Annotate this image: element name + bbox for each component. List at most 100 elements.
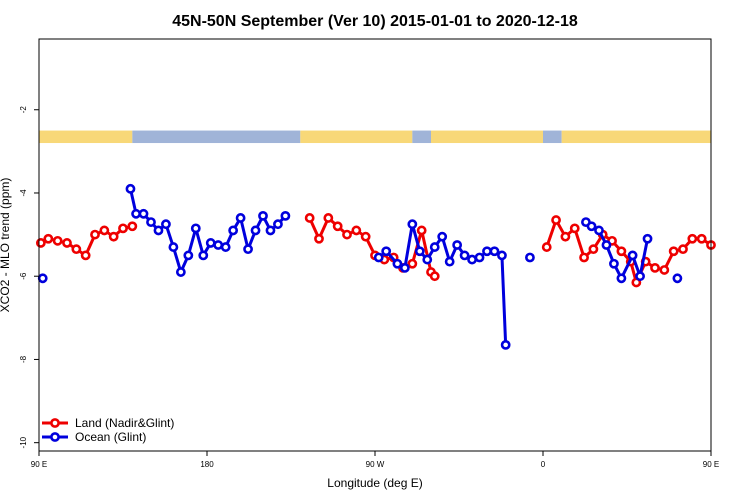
data-point	[414, 246, 425, 257]
legend-label: Land (Nadir&Glint)	[75, 416, 174, 430]
data-point	[500, 339, 511, 350]
series-layer	[35, 183, 716, 350]
data-point	[304, 213, 315, 223]
data-point	[273, 219, 283, 230]
data-point	[146, 217, 156, 228]
data-point	[90, 229, 100, 240]
y-axis-label: XCO2 - MLO trend (ppm)	[0, 178, 12, 313]
data-point	[635, 271, 645, 282]
data-point	[342, 229, 352, 240]
data-point	[314, 233, 324, 244]
data-point	[168, 242, 179, 252]
data-point	[351, 225, 362, 236]
data-point	[627, 250, 638, 261]
data-point	[601, 240, 612, 250]
band-segment-land	[431, 130, 543, 144]
data-point	[616, 273, 627, 284]
data-point	[560, 231, 571, 242]
data-point	[452, 240, 463, 250]
data-point	[489, 246, 500, 257]
chart-title: 45N-50N September (Ver 10) 2015-01-01 to…	[172, 13, 578, 30]
data-point	[609, 258, 619, 269]
data-point	[668, 246, 679, 257]
data-point	[213, 240, 224, 250]
data-point	[52, 235, 63, 246]
data-point	[399, 262, 410, 273]
x-tick-label: 90 E	[703, 460, 719, 469]
data-point	[175, 267, 186, 277]
data-point	[467, 254, 477, 265]
data-point	[497, 250, 507, 261]
legend-label: Ocean (Glint)	[75, 430, 146, 444]
data-point	[108, 231, 119, 242]
x-axis: 90 E 180 90 W 0 90 E	[31, 451, 719, 469]
data-point	[678, 244, 688, 255]
data-point	[265, 225, 276, 236]
data-point	[444, 256, 455, 267]
y-tick-label: -8	[19, 355, 28, 363]
data-point	[360, 231, 371, 242]
y-tick-label: -6	[19, 272, 28, 280]
series-ocean	[37, 183, 683, 350]
series-line	[129, 188, 287, 274]
data-point	[437, 231, 448, 242]
series-land	[35, 213, 716, 288]
data-point	[80, 250, 91, 261]
data-point	[687, 233, 698, 244]
data-point	[541, 242, 552, 252]
legend-marker	[50, 418, 60, 428]
data-point	[586, 221, 597, 232]
data-point	[228, 225, 239, 236]
data-point	[588, 244, 599, 255]
data-point	[127, 221, 138, 232]
data-point	[416, 225, 427, 236]
band-segment-ocean	[132, 130, 301, 144]
data-point	[407, 219, 418, 230]
band-segment-land	[300, 130, 413, 144]
data-point	[71, 244, 82, 255]
data-point	[35, 238, 46, 248]
data-point	[672, 273, 683, 284]
data-point	[205, 238, 216, 248]
data-point	[422, 254, 433, 265]
data-point	[118, 223, 128, 234]
data-point	[569, 223, 580, 234]
data-point	[250, 225, 261, 236]
data-point	[525, 252, 535, 263]
data-point	[579, 252, 589, 263]
data-point	[161, 219, 171, 230]
data-point	[37, 273, 48, 284]
y-tick-label: -2	[19, 106, 28, 114]
legend: Land (Nadir&Glint)Ocean (Glint)	[42, 416, 174, 444]
data-point	[332, 221, 343, 232]
data-point	[125, 183, 136, 194]
data-point	[474, 252, 485, 263]
data-point	[373, 252, 384, 263]
band-segment-land	[561, 130, 711, 144]
data-point	[220, 242, 231, 252]
band-segment-ocean	[543, 130, 562, 144]
data-point	[183, 250, 194, 261]
data-point	[551, 215, 561, 225]
y-tick-label: -4	[19, 189, 28, 197]
data-point	[696, 233, 707, 244]
series-line	[377, 222, 508, 345]
data-point	[482, 246, 492, 257]
band-segment-ocean	[412, 130, 431, 144]
data-point	[235, 213, 246, 223]
data-point	[594, 225, 604, 236]
data-point	[138, 208, 149, 219]
legend-marker	[50, 432, 60, 442]
y-axis: -10 -8 -6 -4 -2	[19, 106, 39, 448]
y-tick-label: -10	[19, 436, 28, 448]
band-segment-land	[39, 130, 133, 144]
x-axis-label: Longitude (deg E)	[327, 476, 422, 490]
data-point	[659, 265, 670, 275]
data-point	[650, 262, 660, 273]
data-point	[198, 250, 209, 261]
x-tick-label: 90 W	[366, 460, 385, 469]
data-point	[407, 258, 418, 269]
data-point	[642, 233, 653, 244]
x-tick-label: 180	[200, 460, 214, 469]
